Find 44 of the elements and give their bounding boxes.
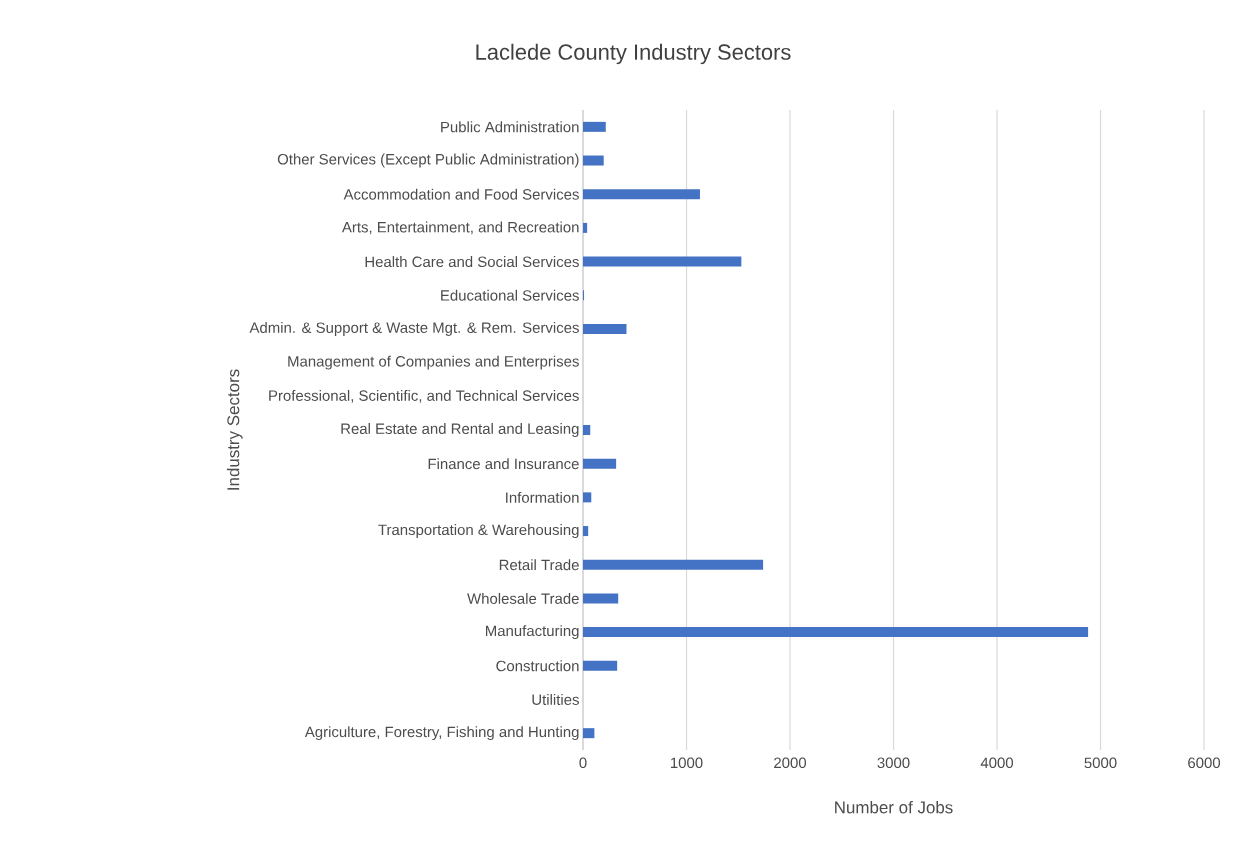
bar xyxy=(583,155,604,166)
y-tick-label: Health Care and Social Services xyxy=(365,256,579,268)
x-tick-label: 2000 xyxy=(774,757,807,769)
bar xyxy=(583,660,618,671)
x-tick-label: 3000 xyxy=(877,757,910,769)
x-axis-title: Number of Jobs xyxy=(835,800,953,814)
y-tick-label: Manufacturing xyxy=(486,625,579,640)
y-tick-label: Professional, Scientific, and Technical Services xyxy=(269,389,579,403)
y-tick-label: Wholesale Trade xyxy=(467,592,579,604)
bar xyxy=(583,492,592,503)
y-tick-label: Other Services (Except Public Administration) xyxy=(277,153,579,168)
y-tick-label: Arts, Entertainment, and Recreation xyxy=(341,221,579,235)
y-tick-label: Real Estate and Rental and Leasing xyxy=(341,423,579,437)
y-tick-label: Educational Services xyxy=(441,289,579,301)
bar xyxy=(583,728,595,739)
bar xyxy=(583,222,588,233)
x-tick-label: 1000 xyxy=(671,757,703,769)
bar xyxy=(583,189,700,200)
y-tick-label: Public Administration xyxy=(441,121,579,133)
x-tick-label: 5000 xyxy=(1084,757,1117,769)
y-axis-title: Industry Sectors xyxy=(226,369,243,490)
y-tick-label: Construction xyxy=(496,660,579,672)
y-tick-label: Finance and Insurance xyxy=(428,458,579,470)
chart-title: Laclede County Industry Sectors xyxy=(476,43,791,65)
bar xyxy=(583,559,764,570)
y-tick-label: Accommodation and Food Services xyxy=(343,188,579,200)
bar xyxy=(583,323,627,334)
bar xyxy=(583,526,589,537)
bar xyxy=(583,256,742,267)
bar xyxy=(583,627,1089,638)
x-tick-label: 6000 xyxy=(1188,757,1221,769)
y-tick-label: Management of Companies and Enterprises xyxy=(288,355,579,370)
y-tick-label: Retail Trade xyxy=(499,559,579,571)
bar xyxy=(583,121,606,132)
y-tick-label: Agriculture, Forestry, Fishing and Hunting xyxy=(304,726,579,741)
x-tick-label: 4000 xyxy=(980,757,1014,769)
bar xyxy=(583,425,591,435)
y-tick-label: Utilities xyxy=(532,693,579,705)
bar xyxy=(583,458,617,469)
y-tick-label: Information xyxy=(506,491,579,503)
y-tick-label: Admin. & Support & Waste Mgt. & Rem. Services xyxy=(249,321,579,336)
x-tick-label: 0 xyxy=(579,757,587,769)
bar xyxy=(583,593,619,604)
y-tick-label: Transportation & Warehousing xyxy=(378,524,579,539)
